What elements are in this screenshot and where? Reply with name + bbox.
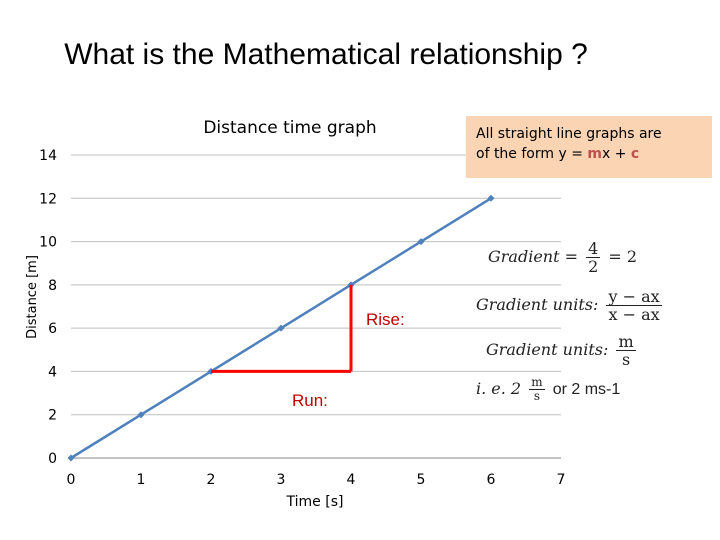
data-point: [417, 238, 425, 246]
x-tick-labels: 0 1 2 3 4 5 6 7: [67, 472, 566, 488]
y-tick-labels: 0 2 4 6 8 10 12 14: [39, 148, 57, 467]
gradient-denominator: 2: [588, 257, 599, 276]
y-tick-label: 12: [39, 191, 57, 207]
ie-prefix: i. e. 2: [476, 379, 522, 398]
units1-denominator: x − ax: [608, 305, 660, 324]
data-point: [67, 454, 75, 462]
rise-label: Rise:: [366, 310, 405, 329]
y-tick-label: 8: [48, 278, 57, 294]
y-tick-label: 2: [48, 408, 57, 424]
data-point: [137, 411, 145, 419]
run-label: Run:: [292, 391, 328, 410]
callout-line1: All straight line graphs are: [476, 126, 662, 142]
x-tick-label: 3: [277, 472, 286, 488]
chart-title: Distance time graph: [203, 118, 376, 138]
y-tick-label: 14: [39, 148, 57, 164]
x-tick-label: 2: [207, 472, 216, 488]
gradient-equals: =: [564, 247, 579, 266]
series: [67, 194, 495, 462]
callout-text-mid: x +: [601, 146, 631, 162]
units1-numerator: y − ax: [606, 287, 662, 306]
units2-denominator: s: [621, 350, 631, 369]
ie-numerator: m: [529, 375, 545, 390]
y-tick-label: 10: [39, 235, 57, 251]
x-tick-label: 7: [557, 472, 566, 488]
x-axis-label: Time [s]: [286, 494, 344, 510]
data-point: [277, 324, 285, 332]
data-point: [487, 194, 495, 202]
callout-box: All straight line graphs are of the form…: [466, 116, 712, 178]
x-tick-label: 5: [417, 472, 426, 488]
ie-denominator: s: [533, 389, 540, 403]
units2-label: Gradient units:: [486, 340, 609, 359]
gradient-result: = 2: [608, 247, 638, 266]
callout-line2: of the form y = mx + c: [476, 144, 706, 164]
slide-title: What is the Mathematical relationship ?: [64, 38, 588, 71]
x-tick-label: 0: [67, 472, 76, 488]
ie-suffix: or 2 ms-1: [552, 381, 621, 398]
x-tick-label: 4: [347, 472, 356, 488]
y-axis-label: Distance [m]: [25, 255, 40, 339]
gradient-units-equation-1: Gradient units: y − ax x − ax: [476, 288, 665, 323]
gradient-label: Gradient: [488, 247, 560, 266]
units2-numerator: m: [616, 332, 636, 351]
callout-m: m: [587, 146, 602, 162]
y-tick-label: 4: [48, 364, 57, 380]
y-tick-label: 0: [48, 451, 57, 467]
rise-run-triangle: [211, 284, 353, 373]
x-tick-label: 1: [137, 472, 146, 488]
y-tick-label: 6: [48, 321, 57, 337]
gradient-numerator: 4: [586, 239, 601, 258]
callout-c: c: [630, 146, 640, 162]
callout-text: of the form y =: [476, 146, 588, 162]
units1-label: Gradient units:: [476, 295, 599, 314]
x-tick-label: 6: [487, 472, 496, 488]
